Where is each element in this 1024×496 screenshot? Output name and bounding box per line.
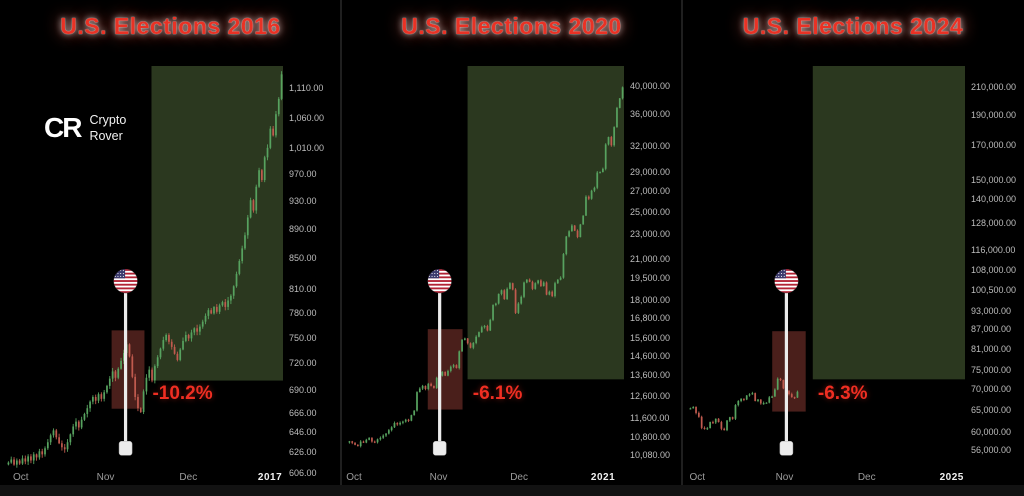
price-tick-label: 690.00 [289, 385, 317, 396]
price-tick-label: 23,000.00 [630, 229, 671, 240]
us-flag-icon [774, 269, 799, 294]
price-tick-label: 32,000.00 [630, 140, 671, 151]
price-tick-label: 70,000.00 [971, 384, 1012, 395]
price-tick-label: 720.00 [289, 358, 317, 369]
price-tick-label: 40,000.00 [630, 80, 671, 91]
red-highlight-zone [772, 331, 806, 412]
price-tick-label: 606.00 [289, 467, 317, 478]
candlestick-chart-2016 [7, 66, 283, 468]
price-tick-label: 36,000.00 [630, 109, 671, 120]
panel-title-2020: U.S. Elections 2020 [401, 13, 622, 39]
price-tick-label: 210,000.00 [971, 82, 1017, 93]
price-tick-label: 100,500.00 [971, 284, 1017, 295]
candlestick-chart-2020 [348, 66, 624, 456]
date-tick-label: 2021 [590, 472, 616, 483]
date-tick-label: Dec [179, 472, 198, 483]
panel-2024: U.S. Elections 2024 -6.3% 210,000.00 190,… [682, 0, 1024, 496]
price-tick-label: 18,000.00 [630, 294, 671, 305]
date-tick-label: 2017 [257, 472, 283, 483]
price-tick-label: 13,600.00 [630, 370, 671, 381]
price-tick-label: 150,000.00 [971, 174, 1017, 185]
price-tick-label: 930.00 [289, 195, 317, 206]
price-tick-label: 19,500.00 [630, 273, 671, 284]
price-tick-label: 81,000.00 [971, 344, 1012, 355]
price-tick-label: 15,600.00 [630, 333, 671, 344]
us-flag-pin [774, 268, 799, 456]
us-flag-icon [113, 269, 138, 294]
price-tick-label: 190,000.00 [971, 109, 1017, 120]
crypto-rover-logo: CR Crypto Rover [44, 112, 126, 145]
candles-group [689, 377, 799, 432]
price-tick-label: 140,000.00 [971, 193, 1017, 204]
crypto-rover-monogram-icon: CR [44, 112, 82, 144]
green-highlight-zone [812, 66, 965, 380]
price-tick-label: 87,000.00 [971, 324, 1012, 335]
drop-percentage-label: -6.3% [817, 383, 868, 405]
price-tick-label: 21,000.00 [630, 253, 671, 264]
price-tick-label: 1,060.00 [289, 112, 325, 123]
date-tick-label: Oct [13, 472, 29, 483]
red-highlight-zone [427, 329, 463, 410]
price-tick-label: 750.00 [289, 332, 317, 343]
date-tick-label: Nov [429, 472, 448, 483]
price-tick-label: 25,000.00 [630, 206, 671, 217]
crypto-rover-name: Crypto Rover [89, 113, 127, 144]
price-tick-label: 16,800.00 [630, 313, 671, 324]
date-tick-label: Oct [689, 472, 706, 483]
price-tick-label: 75,000.00 [971, 365, 1012, 376]
price-tick-label: 60,000.00 [971, 426, 1012, 437]
panel-divider [340, 0, 342, 496]
date-tick-label: 2025 [939, 472, 964, 483]
date-tick-label: Dec [510, 472, 529, 483]
price-tick-label: 14,600.00 [630, 351, 671, 362]
candlestick-chart-2024 [689, 66, 965, 456]
price-tick-label: 1,010.00 [289, 143, 325, 154]
price-tick-label: 810.00 [289, 283, 317, 294]
price-tick-label: 12,600.00 [630, 390, 671, 401]
price-tick-label: 666.00 [289, 407, 317, 418]
date-tick-label: Nov [96, 472, 115, 483]
price-tick-label: 890.00 [289, 223, 317, 234]
price-tick-label: 970.00 [289, 169, 317, 180]
drop-percentage-label: -10.2% [152, 383, 213, 405]
price-tick-label: 128,000.00 [971, 218, 1017, 229]
panel-2020: U.S. Elections 2020 -6.1% 40,000.00 36,00… [341, 0, 682, 496]
date-tick-label: Oct [346, 472, 362, 483]
price-tick-label: 116,000.00 [971, 245, 1016, 256]
candles-group [348, 86, 624, 448]
panel-2016: U.S. Elections 2016 CR Crypto Rover -10.… [0, 0, 341, 496]
date-tick-label: Nov [775, 472, 794, 483]
price-tick-label: 10,800.00 [630, 431, 671, 442]
price-tick-label: 29,000.00 [630, 167, 671, 178]
panel-divider [681, 0, 683, 496]
green-highlight-zone [151, 66, 283, 381]
green-highlight-zone [467, 66, 624, 380]
price-tick-label: 11,600.00 [630, 412, 670, 423]
price-tick-label: 56,000.00 [971, 445, 1012, 456]
us-flag-pin [427, 268, 453, 456]
date-tick-label: Dec [857, 472, 876, 483]
price-tick-label: 646.00 [289, 427, 317, 438]
price-tick-label: 850.00 [289, 253, 317, 264]
price-tick-label: 780.00 [289, 307, 317, 318]
bottom-bar [0, 485, 1024, 496]
panel-title-2016: U.S. Elections 2016 [60, 13, 281, 39]
price-tick-label: 10,080.00 [630, 450, 671, 461]
panel-title-2024: U.S. Elections 2024 [742, 13, 964, 39]
candles-group [7, 71, 283, 468]
us-flag-pin [113, 268, 138, 456]
price-tick-label: 170,000.00 [971, 140, 1017, 151]
price-tick-label: 1,110.00 [289, 83, 324, 94]
price-tick-label: 27,000.00 [630, 186, 671, 197]
red-highlight-zone [111, 330, 145, 409]
us-flag-icon [427, 269, 452, 294]
drop-percentage-label: -6.1% [472, 383, 523, 405]
price-tick-label: 626.00 [289, 447, 317, 458]
price-tick-label: 65,000.00 [971, 404, 1012, 415]
price-tick-label: 93,000.00 [971, 306, 1012, 317]
price-tick-label: 108,000.00 [971, 265, 1017, 276]
